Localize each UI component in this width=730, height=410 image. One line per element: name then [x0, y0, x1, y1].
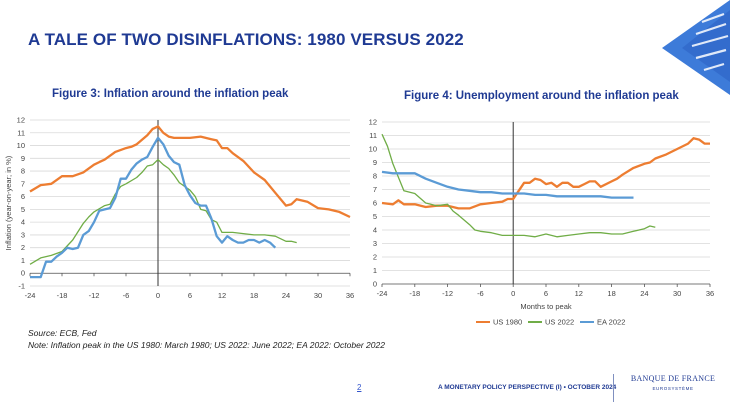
footer-title: A MONETARY POLICY PERSPECTIVE (I) • OCTO… — [438, 384, 617, 391]
fig4-y-tick-label: 7 — [373, 185, 377, 194]
fig3-y-tick-label: 1 — [21, 256, 25, 265]
source-note: Source: ECB, Fed Note: Inflation peak in… — [28, 327, 385, 351]
fig3-y-tick-label: 6 — [21, 192, 25, 201]
figure-3-title: Figure 3: Inflation around the inflation… — [52, 88, 289, 100]
fig4-x-tick-label: 36 — [706, 289, 714, 298]
fig3-y-tick-label: 7 — [21, 179, 25, 188]
fig3-series-us-2022 — [29, 158, 297, 265]
fig4-y-tick-label: 9 — [373, 158, 377, 167]
fig4-x-tick-label: 12 — [575, 289, 583, 298]
fig4-y-tick-label: 3 — [373, 239, 377, 248]
fig3-y-tick-label: 2 — [21, 243, 25, 252]
fig4-y-tick-label: 11 — [369, 131, 377, 140]
fig3-y-tick-label: 12 — [17, 116, 25, 125]
fig4-y-tick-label: 2 — [373, 253, 377, 262]
fig3-x-tick-label: 18 — [250, 291, 258, 300]
fig4-y-tick-label: 12 — [369, 118, 377, 127]
fig3-series-ea-2022 — [30, 136, 277, 279]
fig4-x-tick-label: 30 — [673, 289, 681, 298]
fig3-y-tick-label: 11 — [17, 128, 25, 137]
fig3-x-tick-label: -12 — [89, 291, 100, 300]
note-line: Note: Inflation peak in the US 1980: Mar… — [28, 340, 385, 350]
fig3-x-tick-label: 30 — [314, 291, 322, 300]
unemployment-chart: 0123456789101112-24-18-12-6061218243036U… — [369, 118, 715, 327]
slide-title: A TALE OF TWO DISINFLATIONS: 1980 VERSUS… — [28, 30, 464, 49]
fig3-x-tick-label: 0 — [156, 291, 160, 300]
fig4-y-tick-label: 10 — [369, 145, 377, 154]
fig3-y-axis-label: Inflation (year-on-year; in %) — [4, 155, 13, 250]
page-number[interactable]: 2 — [357, 383, 362, 392]
fig4-y-tick-label: 0 — [373, 280, 377, 289]
fig4-y-tick-label: 5 — [373, 212, 377, 221]
footer-divider — [613, 374, 614, 402]
fig4-series-us-1980 — [381, 137, 710, 210]
fig4-x-tick-label: -12 — [442, 289, 453, 298]
fig4-y-tick-label: 8 — [373, 172, 377, 181]
fig4-y-tick-label: 1 — [373, 266, 377, 275]
fig4-x-tick-label: -18 — [409, 289, 420, 298]
fig4-y-tick-label: 6 — [373, 199, 377, 208]
fig3-y-tick-label: 3 — [21, 230, 25, 239]
fig3-x-tick-label: -18 — [57, 291, 68, 300]
eurosystem-corner-icon — [662, 0, 730, 95]
fig3-x-tick-label: -6 — [123, 291, 130, 300]
fig3-x-tick-label: 6 — [188, 291, 192, 300]
source-line: Source: ECB, Fed — [28, 328, 97, 338]
fig3-y-tick-label: 9 — [21, 154, 25, 163]
fig4-x-axis-label: Months to peak — [520, 302, 572, 311]
fig3-x-tick-label: 12 — [218, 291, 226, 300]
logo-name: BANQUE DE FRANCE — [630, 374, 716, 383]
fig4-series-us-2022 — [381, 133, 656, 238]
fig3-y-tick-label: 8 — [21, 167, 25, 176]
fig3-series-us-1980 — [29, 125, 351, 219]
fig4-x-tick-label: 0 — [511, 289, 515, 298]
fig4-y-tick-label: 4 — [373, 226, 377, 235]
fig4-legend-label-us-1980: US 1980 — [493, 318, 522, 327]
fig3-x-tick-label: 36 — [346, 291, 354, 300]
banque-de-france-logo: BANQUE DE FRANCE EUROSYSTÈME — [620, 374, 726, 391]
fig3-y-tick-label: 5 — [21, 205, 25, 214]
fig3-x-tick-label: -24 — [25, 291, 36, 300]
fig4-series-ea-2022 — [381, 170, 634, 199]
fig3-y-tick-label: 0 — [21, 269, 25, 278]
fig3-x-tick-label: 24 — [282, 291, 290, 300]
fig3-y-tick-label: 10 — [17, 141, 25, 150]
fig4-x-tick-label: -6 — [477, 289, 484, 298]
figure-4-title: Figure 4: Unemployment around the inflat… — [404, 90, 679, 102]
fig4-x-tick-label: 24 — [640, 289, 648, 298]
fig3-y-tick-label: 4 — [21, 218, 25, 227]
fig4-x-tick-label: -24 — [377, 289, 388, 298]
fig3-y-tick-label: -1 — [18, 282, 25, 291]
fig4-x-tick-label: 6 — [544, 289, 548, 298]
fig4-x-tick-label: 18 — [607, 289, 615, 298]
fig4-legend-label-us-2022: US 2022 — [545, 318, 574, 327]
logo-sub: EUROSYSTÈME — [652, 386, 694, 391]
fig4-legend-label-ea-2022: EA 2022 — [597, 318, 625, 327]
